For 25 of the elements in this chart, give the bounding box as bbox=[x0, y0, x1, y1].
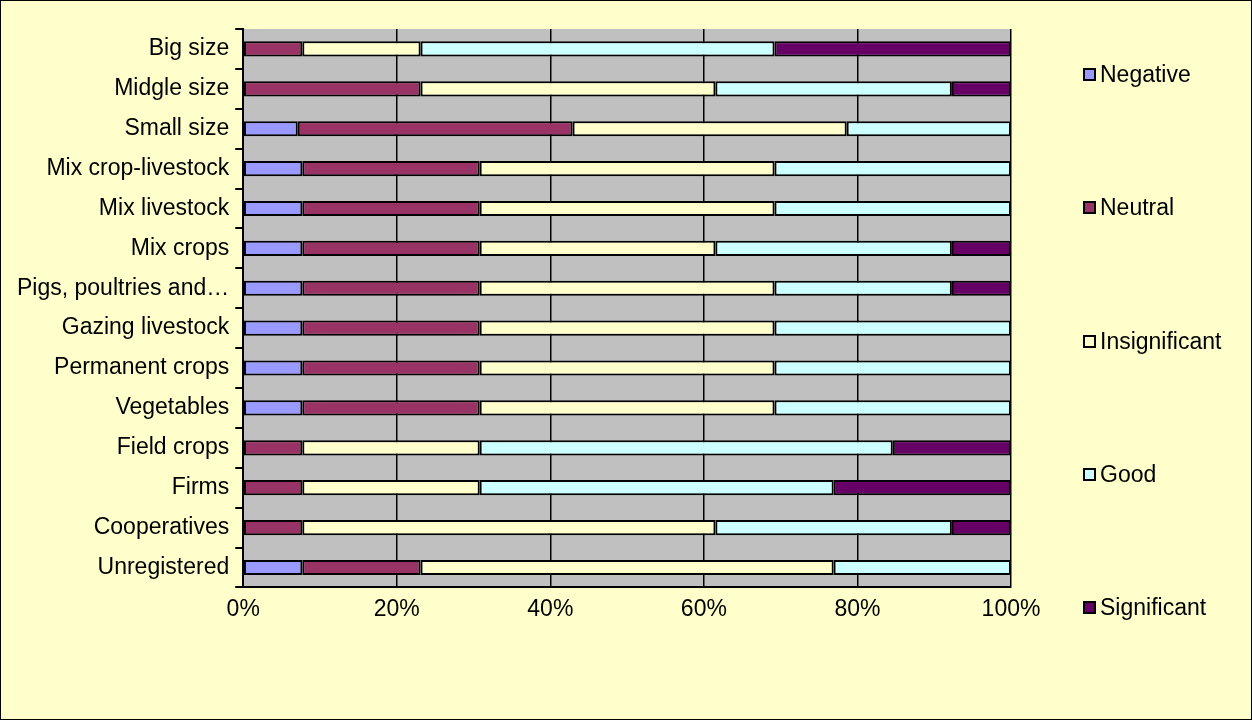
legend-label: Neutral bbox=[1100, 194, 1175, 222]
y-tick-label: Mix livestock bbox=[98, 193, 230, 220]
y-tick-label: Unregistered bbox=[97, 552, 230, 579]
x-tick-label: 60% bbox=[680, 594, 727, 621]
legend-label: Insignificant bbox=[1100, 327, 1222, 355]
y-tick-label: Midgle size bbox=[114, 74, 230, 101]
legend-label: Negative bbox=[1100, 61, 1191, 88]
x-tick-label: 20% bbox=[373, 594, 420, 621]
y-tick-label: Gazing livestock bbox=[61, 313, 230, 340]
legend-label: Good bbox=[1100, 460, 1157, 488]
x-tick-label: 100% bbox=[981, 594, 1041, 621]
y-tick-label: Cooperatives bbox=[93, 512, 230, 539]
y-tick-label: Pigs, poultries and… bbox=[16, 273, 230, 300]
y-tick-label: Vegetables bbox=[115, 393, 230, 420]
y-tick-label: Small size bbox=[124, 114, 230, 141]
y-tick-label: Firms bbox=[171, 473, 230, 500]
x-tick-label: 40% bbox=[527, 594, 574, 621]
x-tick-label: 0% bbox=[226, 594, 260, 621]
y-tick-label: Field crops bbox=[116, 433, 230, 460]
y-tick-label: Big size bbox=[148, 34, 230, 61]
y-tick-label: Permanent crops bbox=[54, 353, 230, 380]
legend-label: Significant bbox=[1100, 594, 1207, 621]
y-tick-label: Mix crop-livestock bbox=[46, 153, 230, 180]
x-tick-label: 80% bbox=[834, 594, 881, 621]
y-tick-label: Mix crops bbox=[130, 233, 230, 260]
